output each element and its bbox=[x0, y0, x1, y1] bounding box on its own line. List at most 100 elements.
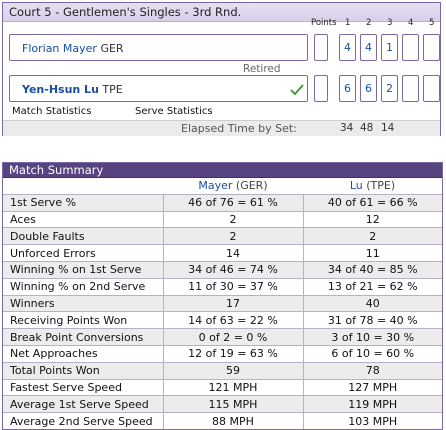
stat-label: Average 1st Serve Speed bbox=[3, 395, 163, 413]
elapsed-time-label: Elapsed Time by Set: bbox=[181, 122, 297, 135]
stat-label: Double Faults bbox=[3, 227, 163, 245]
summary-row: Unforced Errors 14 11 bbox=[3, 244, 442, 262]
player-1-value: 14 of 63 = 22 % bbox=[162, 311, 303, 329]
player-1-set-2: 4 bbox=[360, 34, 377, 61]
summary-row: Receiving Points Won 14 of 63 = 22 % 31 of… bbox=[3, 311, 442, 329]
player-1-value: 121 MPH bbox=[162, 378, 303, 396]
player-1-value: 88 MPH bbox=[162, 412, 303, 429]
player-1-set-5 bbox=[423, 34, 440, 61]
match-statistics-link[interactable]: Match Statistics bbox=[12, 106, 92, 117]
player-1-value: 2 bbox=[162, 210, 303, 228]
summary-row: Average 1st Serve Speed 115 MPH 119 MPH bbox=[3, 395, 442, 413]
player-2-set-2: 6 bbox=[360, 75, 377, 102]
elapsed-time-row: Elapsed Time by Set: 34 48 14 bbox=[3, 120, 440, 136]
player-2-value: 34 of 40 = 85 % bbox=[302, 260, 442, 279]
stat-label: Aces bbox=[3, 210, 163, 228]
player-2-value: 119 MPH bbox=[302, 395, 442, 413]
player-2-name[interactable]: Yen-Hsun Lu TPE bbox=[22, 83, 123, 96]
summary-row: Break Point Conversions 0 of 2 = 0 % 3 of … bbox=[3, 328, 442, 346]
player-1-value: 11 of 30 = 37 % bbox=[162, 277, 303, 296]
player-1-value: 0 of 2 = 0 % bbox=[162, 328, 303, 346]
header-player-2-country: (TPE) bbox=[366, 179, 396, 193]
player-2-set-3: 2 bbox=[381, 75, 398, 102]
player-1-value: 46 of 76 = 61 % bbox=[162, 193, 303, 212]
player-2-set-4 bbox=[402, 75, 419, 102]
stat-label: Average 2nd Serve Speed bbox=[3, 412, 163, 429]
summary-row: Aces 2 12 bbox=[3, 210, 442, 228]
player-2-name-text[interactable]: Yen-Hsun Lu bbox=[22, 83, 99, 96]
player-1-value: 59 bbox=[162, 361, 303, 380]
stat-label: Total Points Won bbox=[3, 361, 163, 380]
scoreboard-panel: Court 5 - Gentlemen's Singles - 3rd Rnd.… bbox=[2, 2, 441, 136]
stat-label: Fastest Serve Speed bbox=[3, 378, 163, 396]
player-1-value: 12 of 19 = 63 % bbox=[162, 344, 303, 363]
summary-row: Winners 17 40 bbox=[3, 294, 442, 312]
points-column-header: Points bbox=[311, 18, 337, 28]
player-2-box[interactable]: Yen-Hsun Lu TPE bbox=[9, 75, 308, 102]
match-summary-title: Match Summary bbox=[9, 163, 104, 177]
summary-row: Fastest Serve Speed 121 MPH 127 MPH bbox=[3, 378, 442, 396]
player-2-value: 2 bbox=[302, 227, 442, 245]
stat-label: Winning % on 1st Serve bbox=[3, 260, 163, 279]
header-blank bbox=[3, 178, 163, 195]
player-1-country: GER bbox=[100, 42, 124, 55]
elapsed-set-2: 48 bbox=[360, 122, 374, 134]
summary-row: Winning % on 2nd Serve 11 of 30 = 37 % 13 … bbox=[3, 277, 442, 296]
scoreboard-header: Court 5 - Gentlemen's Singles - 3rd Rnd. bbox=[3, 3, 440, 22]
match-summary-panel: Match Summary Mayer (GER) Lu (TPE) 1st S… bbox=[2, 162, 443, 430]
header-player-1: Mayer (GER) bbox=[163, 178, 303, 195]
header-player-2-name: Lu bbox=[349, 179, 363, 193]
player-1-value: 14 bbox=[162, 244, 303, 262]
player-2-value: 6 of 10 = 60 % bbox=[302, 344, 442, 363]
set-5-header: 5 bbox=[429, 18, 435, 28]
player-2-value: 11 bbox=[302, 244, 442, 262]
match-title: Court 5 - Gentlemen's Singles - 3rd Rnd. bbox=[9, 5, 242, 19]
player-2-value: 103 MPH bbox=[302, 412, 442, 429]
match-summary-title-bar: Match Summary bbox=[3, 163, 442, 178]
player-1-value: 34 of 46 = 74 % bbox=[162, 260, 303, 279]
player-2-set-1: 6 bbox=[339, 75, 356, 102]
player-1-name[interactable]: Florian Mayer GER bbox=[22, 42, 124, 55]
elapsed-set-3: 14 bbox=[381, 122, 395, 134]
retired-status: Retired bbox=[243, 63, 281, 75]
serve-statistics-link[interactable]: Serve Statistics bbox=[135, 106, 213, 117]
player-2-value: 40 of 61 = 66 % bbox=[302, 193, 442, 212]
player-2-value: 127 MPH bbox=[302, 378, 442, 396]
header-player-1-name: Mayer bbox=[198, 179, 233, 193]
player-2-value: 3 of 10 = 30 % bbox=[302, 328, 442, 346]
player-2-points-cell bbox=[314, 75, 328, 102]
player-2-value: 12 bbox=[302, 210, 442, 228]
player-1-value: 2 bbox=[162, 227, 303, 245]
player-1-value: 17 bbox=[162, 294, 303, 312]
header-player-1-country: (GER) bbox=[235, 179, 268, 193]
player-1-value: 115 MPH bbox=[162, 395, 303, 413]
check-icon bbox=[290, 84, 304, 99]
player-1-name-text[interactable]: Florian Mayer bbox=[22, 42, 97, 55]
set-2-header: 2 bbox=[366, 18, 372, 28]
player-2-value: 13 of 21 = 62 % bbox=[302, 277, 442, 296]
player-1-box[interactable]: Florian Mayer GER bbox=[9, 34, 308, 61]
set-3-header: 3 bbox=[387, 18, 393, 28]
player-2-country: TPE bbox=[102, 83, 123, 96]
summary-row: Net Approaches 12 of 19 = 63 % 6 of 10 = 6… bbox=[3, 344, 442, 363]
stat-label: Winning % on 2nd Serve bbox=[3, 277, 163, 296]
player-2-set-5 bbox=[423, 75, 440, 102]
summary-row: Total Points Won 59 78 bbox=[3, 361, 442, 380]
summary-row: Winning % on 1st Serve 34 of 46 = 74 % 34 … bbox=[3, 260, 442, 279]
player-2-value: 31 of 78 = 40 % bbox=[302, 311, 442, 329]
stat-label: Unforced Errors bbox=[3, 244, 163, 262]
player-2-value: 40 bbox=[302, 294, 442, 312]
summary-row: Average 2nd Serve Speed 88 MPH 103 MPH bbox=[3, 412, 442, 429]
summary-row: Double Faults 2 2 bbox=[3, 227, 442, 245]
match-summary-table: Mayer (GER) Lu (TPE) 1st Serve % 46 of 76… bbox=[3, 178, 442, 429]
stat-label: Net Approaches bbox=[3, 344, 163, 363]
elapsed-set-1: 34 bbox=[340, 122, 354, 134]
player-2-value: 78 bbox=[302, 361, 442, 380]
stat-label: Winners bbox=[3, 294, 163, 312]
summary-row: 1st Serve % 46 of 76 = 61 % 40 of 61 = 66 … bbox=[3, 193, 442, 212]
stat-label: Break Point Conversions bbox=[3, 328, 163, 346]
header-player-2: Lu (TPE) bbox=[303, 178, 442, 195]
player-1-set-1: 4 bbox=[339, 34, 356, 61]
player-1-set-3: 1 bbox=[381, 34, 398, 61]
stat-label: 1st Serve % bbox=[3, 193, 163, 212]
